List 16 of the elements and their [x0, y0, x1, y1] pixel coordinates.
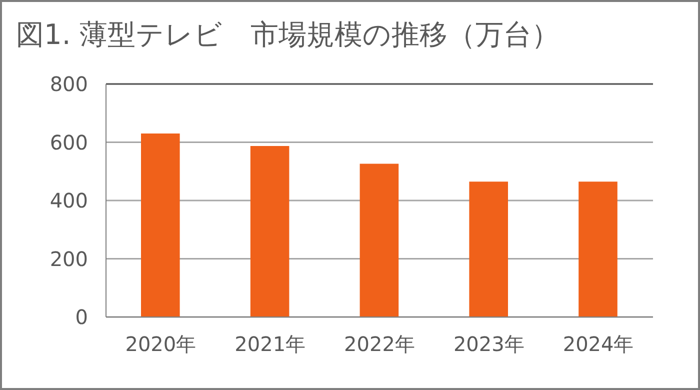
chart-title: 図1. 薄型テレビ 市場規模の推移（万台）: [16, 17, 560, 53]
x-tick-label: 2023年: [453, 332, 524, 356]
y-tick-label: 800: [50, 72, 88, 96]
y-tick-label: 600: [50, 130, 88, 154]
x-tick-label: 2022年: [344, 332, 415, 356]
bar: [141, 134, 180, 317]
y-tick-label: 400: [50, 188, 88, 213]
y-tick-label: 200: [50, 246, 88, 271]
bar: [578, 182, 618, 317]
y-tick-label: 0: [75, 305, 88, 330]
x-tick-label: 2020年: [125, 332, 196, 356]
bar: [469, 182, 508, 317]
bar: [360, 164, 399, 317]
bar: [250, 146, 290, 317]
x-tick-label: 2021年: [234, 332, 306, 356]
x-tick-label: 2024年: [562, 332, 634, 356]
